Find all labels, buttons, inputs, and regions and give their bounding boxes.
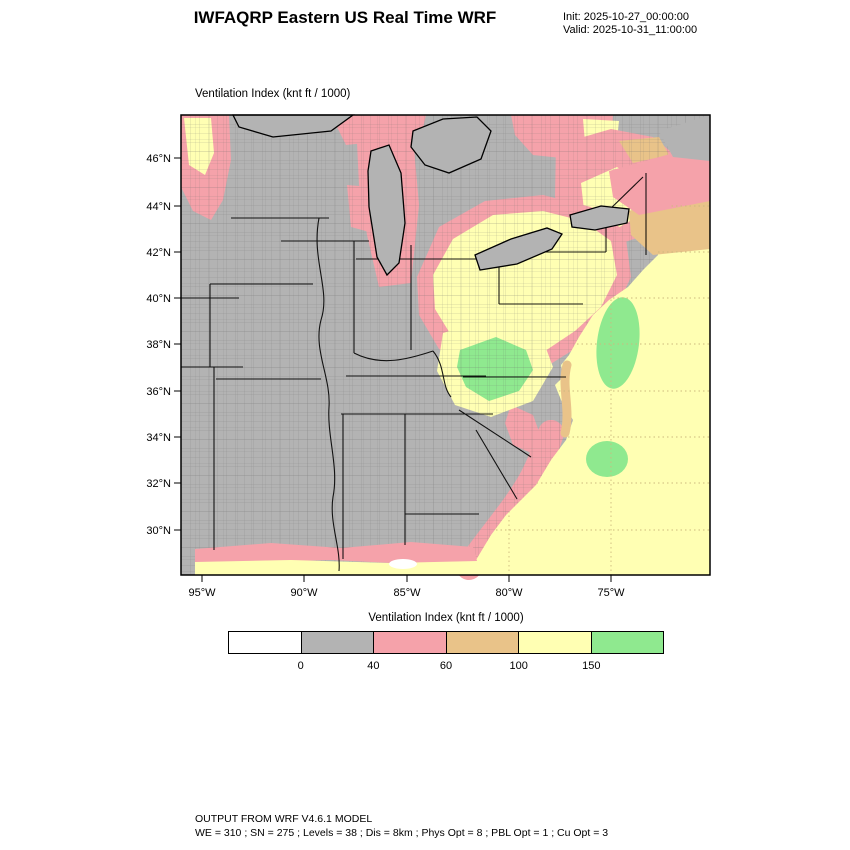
y-tick-label: 46°N	[146, 153, 171, 165]
y-tick-label: 44°N	[146, 201, 171, 213]
field-label: Ventilation Index (knt ft / 1000)	[195, 88, 351, 100]
x-axis-labels: 95°W 90°W 85°W 80°W 75°W	[188, 587, 625, 599]
x-tick-label: 90°W	[290, 587, 318, 599]
gulf-white-patch	[389, 559, 417, 569]
lake-michigan	[367, 144, 406, 277]
y-tick-label: 30°N	[146, 525, 171, 537]
offshore-green-patch-2	[586, 441, 628, 477]
model-config-line: WE = 310 ; SN = 275 ; Levels = 38 ; Dis …	[195, 827, 609, 839]
lake-huron	[410, 116, 492, 174]
map-canvas	[180, 114, 711, 580]
page-title: IWFAQRP Eastern US Real Time WRF	[193, 8, 497, 27]
colorbar-tick: 40	[367, 660, 380, 672]
valid-timestamp: Valid: 2025-10-31_11:00:00	[563, 24, 698, 36]
x-tick-label: 80°W	[495, 587, 523, 599]
y-tick-label: 38°N	[146, 339, 171, 351]
atlantic-ocean-region	[470, 185, 710, 575]
model-timestamps: Init: 2025-10-27_00:00:00 Valid: 2025-10…	[563, 11, 697, 37]
colorbar-segment-tan	[445, 632, 518, 653]
lake-erie	[474, 227, 563, 271]
map-plot-area: 46°N 44°N 42°N 40°N 38°N 36°N 34°N 32°N …	[105, 100, 720, 600]
gulf-of-mexico-region	[195, 542, 479, 575]
colorbar-block: Ventilation Index (knt ft / 1000) 0 40 6…	[228, 612, 664, 678]
y-tick-label: 36°N	[146, 386, 171, 398]
colorbar-segment-pink	[373, 632, 446, 653]
colorbar-tick: 0	[297, 660, 304, 672]
northeast-corner-gray	[659, 115, 710, 161]
colorbar	[228, 631, 664, 654]
x-tick-label: 75°W	[597, 587, 625, 599]
colorbar-title: Ventilation Index (knt ft / 1000)	[368, 612, 524, 624]
init-timestamp: Init: 2025-10-27_00:00:00	[563, 11, 689, 23]
colorbar-tick: 60	[439, 660, 453, 672]
great-lakes	[231, 114, 630, 277]
nearshore-tan-smudge	[560, 360, 572, 438]
colorbar-tick: 150	[582, 660, 601, 672]
x-tick-label: 95°W	[188, 587, 216, 599]
gulf-pink-strip	[195, 542, 477, 564]
x-tick-label: 85°W	[393, 587, 421, 599]
y-tick-label: 40°N	[146, 293, 171, 305]
model-info-footer: OUTPUT FROM WRF V4.6.1 MODEL WE = 310 ; …	[195, 812, 608, 840]
colorbar-segment-yellow	[518, 632, 591, 653]
model-version-line: OUTPUT FROM WRF V4.6.1 MODEL	[195, 813, 373, 825]
axis-ticks	[174, 157, 612, 582]
map-frame	[180, 114, 711, 576]
y-tick-label: 34°N	[146, 432, 171, 444]
offshore-green-patch-1	[596, 297, 640, 389]
colorbar-segment-white	[229, 632, 301, 653]
gulf-yellow-strip	[195, 560, 479, 575]
colorbar-segment-gray	[300, 632, 373, 653]
y-tick-label: 42°N	[146, 247, 171, 259]
ventilation-index-map: 46°N 44°N 42°N 40°N 38°N 36°N 34°N 32°N …	[146, 114, 711, 599]
colorbar-tick: 100	[509, 660, 528, 672]
ocean-vi-overlays	[560, 115, 710, 477]
lake-ontario	[569, 205, 630, 231]
state-borders	[181, 173, 647, 572]
colorbar-tick-labels: 0 40 60 100 150	[228, 660, 664, 678]
y-tick-label: 32°N	[146, 478, 171, 490]
northeast-ocean-pink-band	[609, 143, 710, 215]
y-axis-labels: 46°N 44°N 42°N 40°N 38°N 36°N 34°N 32°N …	[146, 153, 171, 537]
colorbar-segment-green	[590, 632, 663, 653]
